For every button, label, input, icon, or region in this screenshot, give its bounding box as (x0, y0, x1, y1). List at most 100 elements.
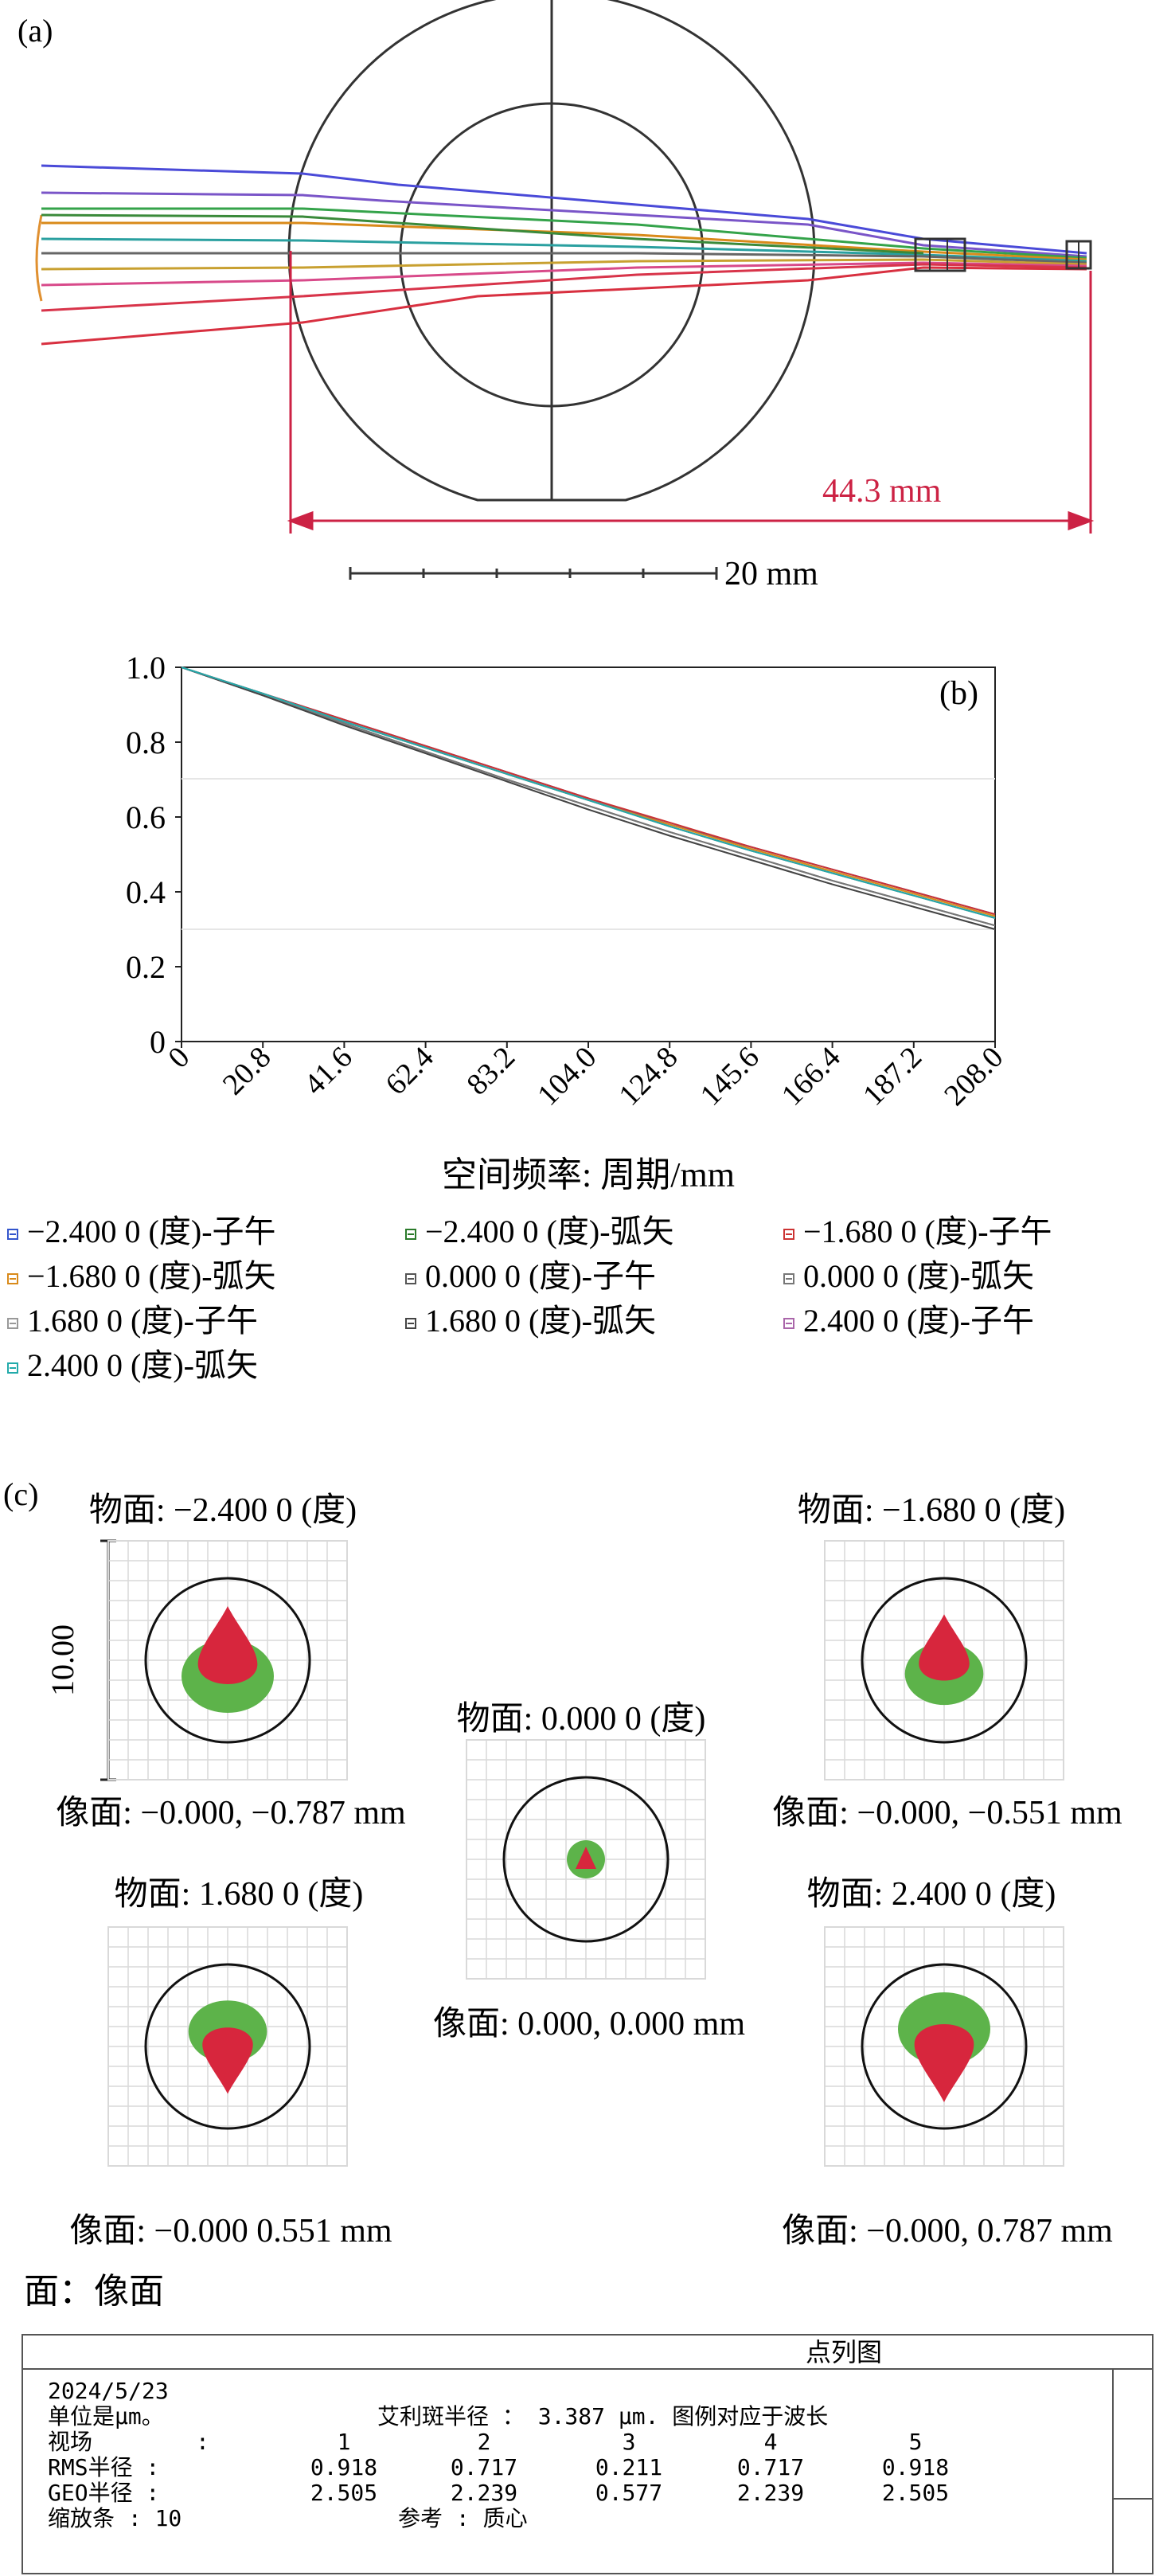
rms-value: 0.717 (451, 2454, 517, 2480)
geo-value: 2.505 (310, 2480, 377, 2506)
rear-lens-group (914, 237, 966, 272)
spot-panel-4: 物面: 1.680 0 (度) 像面: −0.000 0.551 mm (69, 1876, 392, 2250)
field-number: 3 (623, 2429, 636, 2455)
surface-label: 面：像面 (24, 2272, 164, 2311)
mtf-line-1 (181, 666, 996, 916)
geo-label: GEO半径 : (48, 2480, 159, 2506)
rms-values: 0.918 0.717 0.211 0.717 0.918 (310, 2454, 949, 2480)
field-number: 5 (909, 2429, 923, 2455)
scale-bar-label: 20 mm (724, 556, 818, 592)
primary-lens-outline (287, 0, 816, 502)
x-axis-ticks: 0 20.8 41.6 62.4 83.2 104.0 124.8 145.6 166.4 187… (162, 1041, 1009, 1112)
geo-value: 2.505 (882, 2480, 949, 2506)
object-field-label: 物面: 2.400 0 (度) (807, 1876, 1056, 1913)
legend-item: 2.400 0 (度)-弧矢 (7, 1347, 258, 1383)
x-axis-title: 空间频率: 周期/mm (442, 1155, 735, 1194)
panel-a-label: (a) (18, 13, 53, 49)
mtf-line-8 (181, 666, 996, 930)
rms-value: 0.717 (737, 2454, 804, 2480)
x-tick-label: 83.2 (460, 1041, 521, 1102)
legend-item: 1.680 0 (度)-子午 (7, 1303, 258, 1339)
legend-label: −1.680 0 (度)-子午 (803, 1214, 1052, 1249)
entrance-surface (35, 214, 43, 302)
rms-value: 0.918 (882, 2454, 949, 2480)
legend-swatch (7, 1318, 18, 1329)
legend-swatch (783, 1318, 794, 1329)
y-tick-label: 0.4 (126, 874, 166, 910)
info-airy: 艾利斑半径 ： 3.387 μm. 图例对应于波长 (377, 2403, 828, 2429)
legend-swatch (783, 1229, 794, 1240)
mtf-line-6 (181, 666, 996, 927)
mtf-line-3 (181, 666, 996, 916)
spot-scale-label: 10.00 (45, 1624, 80, 1696)
field-number: 1 (338, 2429, 351, 2455)
field-numbers: 1 2 3 4 5 (338, 2429, 923, 2455)
info-box-title: 点列图 (806, 2337, 882, 2367)
x-tick-label: 0 (162, 1041, 196, 1075)
image-coord-label: 像面: −0.000 0.551 mm (69, 2213, 392, 2250)
field-number: 4 (764, 2429, 778, 2455)
ray-fan (41, 164, 1087, 346)
y-tick-label: 1.0 (126, 650, 166, 686)
legend-label: 1.680 0 (度)-弧矢 (425, 1303, 656, 1339)
spot-grid (466, 1739, 706, 1980)
x-tick-label: 104.0 (531, 1041, 603, 1112)
legend-item: −1.680 0 (度)-弧矢 (7, 1258, 276, 1294)
scale-bar-20mm (349, 567, 718, 580)
object-field-label: 物面: 1.680 0 (度) (115, 1876, 364, 1913)
object-field-label: 物面: 0.000 0 (度) (457, 1701, 706, 1738)
field-number: 2 (478, 2429, 491, 2455)
spot-inner (202, 2027, 253, 2094)
panel-c: (c) 10.00 物面: −2.400 0 (度) 像面: −0.000, −0… (3, 1476, 1122, 2311)
legend-swatch (405, 1318, 416, 1329)
spot-inner (919, 1614, 970, 1681)
spot-diagram-grid: 物面: −2.400 0 (度) 像面: −0.000, −0.787 mm 物面:… (56, 1492, 1122, 2250)
geo-value: 2.239 (451, 2480, 517, 2506)
y-tick-label: 0.6 (126, 799, 166, 835)
spot-grid (824, 1540, 1064, 1781)
legend-label: 1.680 0 (度)-子午 (27, 1303, 258, 1339)
legend-swatch (783, 1273, 794, 1284)
legend-item: 1.680 0 (度)-弧矢 (405, 1303, 656, 1339)
object-field-label: 物面: −1.680 0 (度) (798, 1492, 1065, 1529)
legend-item: 2.400 0 (度)-子午 (783, 1303, 1034, 1339)
panel-b: (b) 0 0.2 0.4 0.6 0.8 1.0 0 20.8 41.6 62.4 83.2 10… (7, 650, 1052, 1383)
legend-item: 0.000 0 (度)-子午 (405, 1258, 656, 1294)
legend-swatch (7, 1362, 18, 1374)
image-coord-label: 像面: −0.000, −0.787 mm (56, 1795, 406, 1831)
airy-circle (144, 1577, 311, 1744)
legend-label: −2.400 0 (度)-子午 (27, 1214, 276, 1249)
legend-label: 2.400 0 (度)-弧矢 (27, 1347, 258, 1383)
legend-item: 0.000 0 (度)-弧矢 (783, 1258, 1034, 1294)
panel-b-label: (b) (939, 675, 978, 712)
legend-label: 0.000 0 (度)-子午 (425, 1258, 656, 1294)
airy-circle (861, 1577, 1028, 1744)
legend-swatch (405, 1273, 416, 1284)
mtf-legend: −2.400 0 (度)-子午 −2.400 0 (度)-弧矢 −1.680 0 (… (7, 1214, 1052, 1383)
x-tick-label: 124.8 (612, 1041, 684, 1112)
geo-value: 0.577 (595, 2480, 662, 2506)
image-coord-label: 像面: 0.000, 0.000 mm (433, 2006, 745, 2042)
legend-item: −2.400 0 (度)-弧矢 (405, 1214, 674, 1249)
mtf-line-10 (181, 666, 996, 919)
geo-values: 2.505 2.239 0.577 2.239 2.505 (310, 2480, 949, 2506)
spot-inner (914, 2024, 974, 2102)
legend-label: 0.000 0 (度)-弧矢 (803, 1258, 1034, 1294)
legend-swatch (7, 1229, 18, 1240)
dimension-label: 44.3 mm (822, 473, 942, 510)
spot-panel-3: 物面: 0.000 0 (度) 像面: 0.000, 0.000 mm (433, 1701, 745, 2042)
info-unit: 单位是μm。 (48, 2403, 164, 2429)
reference-info: 参考 : 质心 (398, 2505, 528, 2531)
y-axis-ticks: 0 0.2 0.4 0.6 0.8 1.0 (126, 650, 182, 1060)
mtf-plot-frame (181, 666, 996, 1042)
legend-label: 2.400 0 (度)-子午 (803, 1303, 1034, 1339)
legend-label: −1.680 0 (度)-弧矢 (27, 1258, 276, 1294)
airy-circle (861, 1963, 1028, 2130)
legend-swatch (7, 1273, 18, 1284)
y-tick-label: 0.8 (126, 725, 166, 760)
airy-circle (144, 1963, 311, 2130)
object-field-label: 物面: −2.400 0 (度) (89, 1492, 357, 1529)
spot-panel-2: 物面: −1.680 0 (度) 像面: −0.000, −0.551 mm (772, 1492, 1122, 1831)
x-tick-label: 41.6 (298, 1041, 359, 1102)
